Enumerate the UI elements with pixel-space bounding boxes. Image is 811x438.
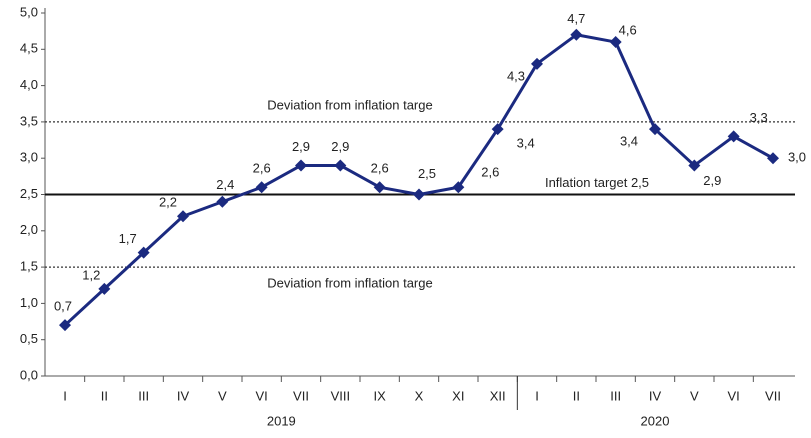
data-point [649, 123, 661, 136]
data-point [216, 195, 229, 208]
data-point [59, 319, 71, 332]
data-point [255, 181, 268, 194]
x-tick-label: IV [649, 388, 662, 403]
x-tick-label: I [535, 388, 539, 403]
data-point [727, 130, 740, 143]
data-point [531, 57, 543, 70]
data-point [98, 282, 111, 295]
x-tick-label: I [63, 388, 67, 403]
data-point [373, 181, 386, 194]
x-tick-label: II [101, 388, 108, 403]
y-tick-label: 0,0 [20, 367, 38, 382]
group-label: 2019 [267, 413, 296, 428]
data-label: 3,4 [517, 136, 535, 151]
data-point [688, 159, 701, 172]
data-point [137, 246, 150, 259]
data-label: 1,7 [119, 231, 137, 246]
data-label: 4,7 [567, 11, 585, 26]
data-label: 2,6 [253, 161, 271, 176]
data-label: 2,4 [216, 177, 234, 192]
x-tick-label: II [573, 388, 580, 403]
x-tick-label: XI [452, 388, 464, 403]
y-tick-label: 5,0 [20, 4, 38, 19]
y-tick-label: 4,5 [20, 41, 38, 56]
data-label: 2,6 [481, 165, 499, 180]
reference-label: Inflation target 2,5 [545, 175, 649, 190]
x-tick-label: III [138, 388, 149, 403]
data-label: 1,2 [82, 267, 100, 282]
data-label: 0,7 [54, 299, 72, 314]
y-tick-label: 1,0 [20, 295, 38, 310]
y-tick-label: 2,0 [20, 222, 38, 237]
data-label: 2,2 [159, 195, 177, 210]
data-label: 2,9 [331, 139, 349, 154]
data-point [570, 28, 583, 41]
y-tick-label: 4,0 [20, 77, 38, 92]
x-tick-label: IX [374, 388, 387, 403]
x-tick-label: X [415, 388, 424, 403]
data-point [177, 210, 189, 223]
x-tick-label: III [610, 388, 621, 403]
data-point [295, 159, 307, 172]
data-label: 4,6 [619, 22, 637, 37]
data-point [452, 181, 465, 194]
data-label: 4,3 [507, 68, 525, 83]
data-point [413, 188, 425, 201]
data-label: 2,9 [703, 173, 721, 188]
y-tick-label: 2,5 [20, 186, 38, 201]
data-point [609, 36, 622, 49]
data-label: 2,5 [418, 166, 436, 181]
x-tick-label: V [218, 388, 227, 403]
x-tick-label: VIII [331, 388, 351, 403]
x-tick-label: V [690, 388, 699, 403]
data-label: 3,4 [620, 134, 638, 149]
data-point [491, 123, 504, 136]
x-tick-label: VII [293, 388, 309, 403]
data-point [334, 159, 347, 172]
reference-label: Deviation from inflation targe [267, 276, 432, 291]
data-label: 3,3 [750, 110, 768, 125]
y-tick-label: 3,0 [20, 150, 38, 165]
group-label: 2020 [641, 413, 670, 428]
y-tick-label: 1,5 [20, 259, 38, 274]
x-tick-label: VII [765, 388, 781, 403]
x-tick-label: VI [728, 388, 740, 403]
reference-label: Deviation from inflation targe [267, 97, 432, 112]
data-label: 2,9 [292, 139, 310, 154]
data-label: 2,6 [371, 161, 389, 176]
x-tick-label: XII [490, 388, 506, 403]
data-label: 3,0 [788, 150, 806, 165]
x-tick-label: VI [256, 388, 268, 403]
data-point [767, 152, 779, 165]
y-tick-label: 0,5 [20, 331, 38, 346]
y-tick-label: 3,5 [20, 113, 38, 128]
x-tick-label: IV [177, 388, 190, 403]
